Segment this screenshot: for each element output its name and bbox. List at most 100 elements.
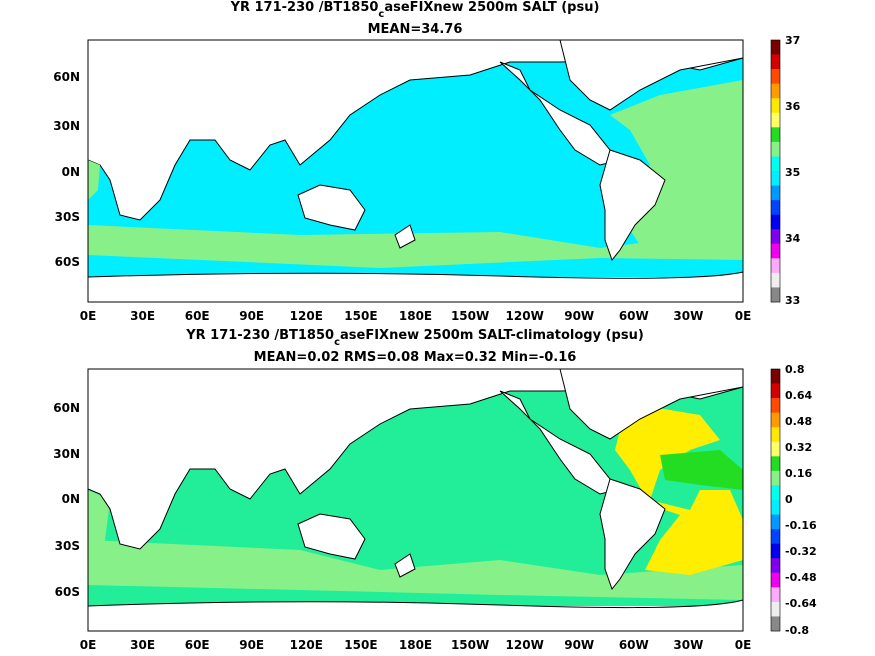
panel-1-colorbar-labels: 37 36 35 34 33	[785, 34, 801, 307]
x-tick: 150W	[451, 638, 489, 652]
south-america	[599, 478, 666, 591]
australia	[297, 513, 366, 560]
colorbar-swatch	[771, 543, 780, 559]
x-tick: 90E	[239, 309, 264, 323]
colorbar-swatch	[771, 112, 780, 128]
panel-1-frame	[87, 39, 744, 303]
colorbar-label: 36	[785, 100, 801, 113]
new-zealand	[394, 224, 416, 249]
x-tick: 30W	[673, 309, 703, 323]
colorbar-swatch	[771, 412, 780, 428]
panel-1-y-ticks: 60N 30N 0N 30S 60S	[53, 70, 80, 269]
colorbar-swatch	[771, 229, 780, 245]
colorbar-swatch	[771, 171, 780, 186]
colorbar-swatch	[771, 98, 780, 114]
x-tick: 90E	[239, 638, 264, 652]
colorbar-swatch	[771, 243, 780, 259]
panel-2-map	[87, 368, 744, 632]
x-tick: 60W	[619, 638, 649, 652]
y-tick-30n: 30N	[53, 447, 80, 461]
colorbar-swatch	[771, 441, 780, 457]
colorbar-label: 0.16	[785, 467, 812, 480]
colorbar-swatch	[771, 272, 780, 288]
colorbar-label: 34	[785, 232, 801, 245]
atlantic-west-of-africa	[88, 160, 100, 200]
antarctica-coast	[87, 599, 744, 632]
colorbar-swatch	[771, 69, 780, 84]
x-tick: 60W	[619, 309, 649, 323]
x-tick: 180E	[399, 638, 432, 652]
colorbar-label: 0	[785, 493, 793, 506]
y-tick-60s: 60S	[55, 255, 80, 269]
colorbar-label: 33	[785, 294, 800, 307]
y-tick-0n: 0N	[62, 165, 80, 179]
colorbar-label: -0.48	[785, 571, 817, 584]
colorbar-label: 0.8	[785, 363, 805, 376]
x-tick: 0E	[80, 309, 97, 323]
x-tick: 30E	[130, 638, 155, 652]
x-tick: 180E	[399, 309, 432, 323]
colorbar-label: 37	[785, 34, 800, 47]
colorbar-swatch	[771, 572, 780, 588]
colorbar-label: -0.16	[785, 519, 817, 532]
x-tick: 60E	[185, 638, 210, 652]
y-tick-0n: 0N	[62, 492, 80, 506]
x-tick: 60E	[185, 309, 210, 323]
y-tick-30n: 30N	[53, 119, 80, 133]
australia	[297, 184, 366, 231]
panel-2-colorbar-labels: 0.8 0.64 0.48 0.32 0.16 0 -0.16 -0.32 -0…	[785, 363, 817, 637]
x-tick: 90W	[564, 638, 594, 652]
panel-1-map	[87, 39, 744, 303]
colorbar-swatch	[771, 200, 780, 215]
x-tick: 120E	[290, 309, 323, 323]
x-tick: 150W	[451, 309, 489, 323]
panel-2-frame	[87, 368, 744, 632]
colorbar-swatch	[771, 156, 780, 172]
colorbar-swatch	[771, 383, 780, 399]
panel-2: YR 171-230 /BT1850caseFIXnew 2500m SALT-…	[53, 328, 817, 652]
colorbar-swatch	[771, 616, 780, 632]
x-tick: 120E	[290, 638, 323, 652]
x-tick: 150E	[344, 638, 377, 652]
colorbar-frame	[770, 368, 781, 632]
colorbar-swatch	[771, 470, 780, 486]
panel-1-x-ticks: 0E 30E 60E 90E 120E 150E 180E 150W 120W …	[80, 309, 752, 323]
panel-1: YR 171-230 /BT1850caseFIXnew 2500m SALT …	[53, 0, 800, 323]
southern-ocean-band	[88, 540, 743, 600]
y-tick-60s: 60S	[55, 585, 80, 599]
atlantic-green-band	[660, 450, 743, 490]
colorbar-swatch	[771, 369, 780, 384]
colorbar-swatch	[771, 558, 780, 574]
colorbar-swatch	[771, 287, 780, 303]
x-tick: 0E	[735, 638, 752, 652]
colorbar-swatch	[771, 214, 780, 230]
colorbar-swatch	[771, 83, 780, 99]
panel-1-title: YR 171-230 /BT1850caseFIXnew 2500m SALT …	[230, 0, 600, 20]
colorbar-frame	[770, 39, 781, 303]
colorbar-swatch	[771, 398, 780, 413]
colorbar-swatch	[771, 54, 780, 70]
x-tick: 30E	[130, 309, 155, 323]
colorbar-label: 0.32	[785, 441, 812, 454]
panel-1-colorbar	[770, 39, 781, 303]
panel-2-colorbar	[770, 368, 781, 632]
colorbar-swatch	[771, 485, 780, 501]
colorbar-swatch	[771, 500, 780, 515]
y-tick-60n: 60N	[53, 401, 80, 415]
colorbar-label: -0.64	[785, 597, 817, 610]
x-tick: 90W	[564, 309, 594, 323]
new-zealand	[394, 553, 416, 578]
antarctica-coast	[87, 271, 744, 303]
colorbar-swatch	[771, 529, 780, 544]
atlantic-west-of-africa	[88, 490, 110, 560]
colorbar-swatch	[771, 427, 780, 443]
x-tick: 30W	[673, 638, 703, 652]
panel-1-mean-label: MEAN=34.76	[368, 22, 463, 37]
y-tick-60n: 60N	[53, 70, 80, 84]
x-tick: 120W	[506, 309, 544, 323]
x-tick: 120W	[506, 638, 544, 652]
atlantic-positive-anomaly	[615, 405, 743, 575]
colorbar-label: 35	[785, 166, 800, 179]
